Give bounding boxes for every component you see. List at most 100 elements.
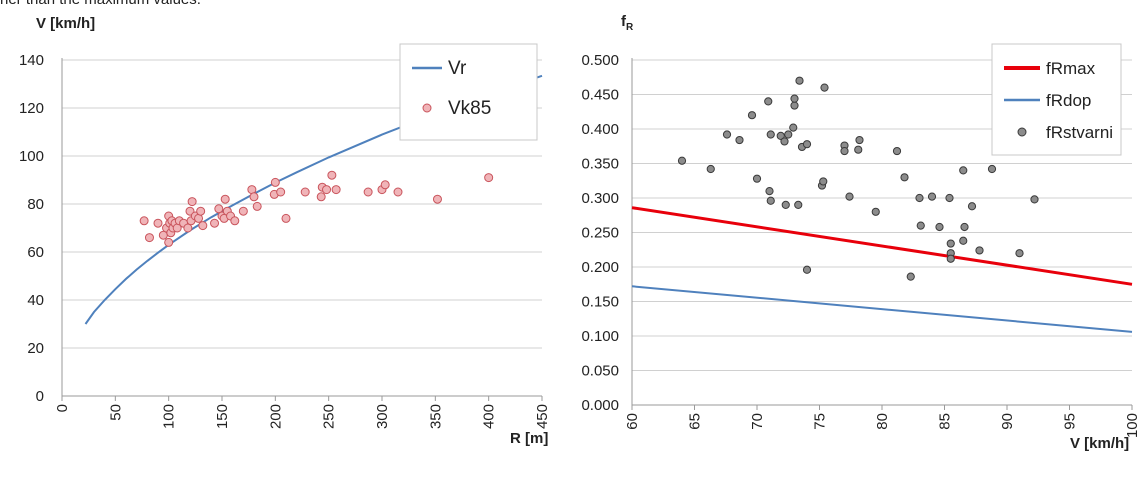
right-point-fRstvarni (1030, 195, 1039, 204)
right-point-fRstvarni (959, 236, 968, 245)
right-series-line-fRdop (631, 285, 1133, 333)
right-point-fRstvarni (747, 111, 757, 120)
right-point-fRstvarni (840, 146, 849, 156)
right-point-fRstvarni (794, 200, 803, 209)
left-point-Vk85 (484, 173, 494, 183)
right-point-fRstvarni (766, 130, 775, 139)
left-x-tick-label: 100 (161, 404, 178, 429)
left-point-Vk85 (281, 213, 291, 223)
right-y-tick-label: 0.400 (581, 121, 619, 138)
left-y-tick-label: 120 (19, 100, 44, 117)
right-point-fRstvarni (987, 164, 997, 174)
left-y-tick-label: 100 (19, 148, 44, 165)
left-legend-label-Vr: Vr (448, 58, 467, 79)
left-x-tick-label: 300 (374, 404, 391, 429)
right-point-fRstvarni (764, 97, 773, 106)
left-point-Vk85 (432, 194, 442, 204)
left-series (84, 74, 543, 325)
right-x-tick-label: 95 (1062, 413, 1079, 430)
right-point-fRstvarni (855, 135, 864, 145)
right-y-axis-label-sub: R (626, 22, 634, 33)
left-point-Vk85 (331, 185, 341, 195)
right-point-fRstvarni (781, 200, 790, 209)
right-point-fRstvarni (915, 193, 924, 203)
right-point-fRstvarni (776, 131, 785, 140)
right-point-fRstvarni (967, 202, 977, 211)
right-axes (631, 58, 1133, 410)
left-point-Vk85 (327, 170, 337, 180)
right-point-fRstvarni (752, 174, 762, 183)
left-y-tick-label: 80 (27, 196, 44, 213)
left-y-tick-label: 20 (27, 340, 44, 357)
left-y-tick-label: 40 (27, 292, 44, 309)
left-x-axis-label: R [m] (510, 430, 548, 447)
right-point-fRstvarni (845, 192, 854, 201)
right-x-tick-label: 85 (937, 413, 954, 430)
left-axes (61, 58, 543, 401)
right-point-fRstvarni (959, 166, 968, 175)
right-point-fRstvarni (765, 187, 774, 196)
right-x-tick-label: 100 (1124, 413, 1141, 438)
right-legend-label-fRdop: fRdop (1046, 91, 1091, 110)
right-point-fRstvarni (960, 222, 969, 232)
right-legend-swatch-fRstvarni (1017, 127, 1027, 137)
right-point-fRstvarni (820, 83, 829, 92)
left-point-Vk85 (198, 221, 208, 231)
left-point-Vk85 (380, 180, 390, 190)
right-point-fRstvarni (892, 146, 902, 156)
left-point-Vk85 (153, 218, 163, 228)
right-point-fRstvarni (1015, 249, 1024, 258)
left-x-tick-label: 450 (534, 404, 551, 429)
right-legend-label-fRstvarni: fRstvarni (1046, 123, 1113, 142)
right-x-tick-label: 60 (624, 413, 641, 430)
left-point-Vk85 (322, 185, 332, 195)
right-point-fRstvarni (677, 156, 687, 165)
right-y-axis-label: fR (621, 13, 634, 33)
left-point-Vk85 (214, 204, 224, 214)
right-x-tick-label: 80 (874, 413, 891, 430)
right-point-fRstvarni (735, 135, 744, 145)
left-x-tick-label: 50 (107, 404, 124, 421)
left-x-tick-labels: 0 50 100 150 200 250 300 350 400 450 (54, 404, 551, 429)
right-point-fRstvarni (706, 164, 715, 174)
left-legend-swatch-Vk85 (422, 103, 432, 113)
right-point-fRstvarni (790, 101, 799, 110)
right-point-fRstvarni (916, 221, 925, 230)
right-point-fRstvarni (946, 254, 955, 263)
right-y-tick-label: 0.300 (581, 190, 619, 207)
left-y-axis-label: V [km/h] (36, 15, 95, 32)
right-point-fRstvarni (784, 130, 793, 139)
left-x-tick-label: 400 (481, 404, 498, 429)
right-y-tick-label: 0.350 (581, 156, 619, 173)
right-point-fRstvarni (900, 173, 909, 182)
right-x-tick-label: 65 (687, 413, 704, 430)
right-y-tick-label: 0.450 (581, 87, 619, 104)
right-point-fRstvarni (935, 222, 944, 232)
right-y-tick-label: 0.500 (581, 52, 619, 69)
right-x-tick-label: 70 (749, 413, 766, 430)
right-x-tick-label: 90 (999, 413, 1016, 430)
left-y-tick-labels: 0 20 40 60 80 100 120 140 (19, 52, 44, 405)
left-point-Vk85 (183, 223, 193, 233)
right-point-fRstvarni (802, 265, 812, 274)
right-point-fRstvarni (789, 123, 798, 132)
right-y-tick-label: 0.150 (581, 294, 619, 311)
right-y-tick-labels: 0.000 0.050 0.100 0.150 0.200 0.250 0.300 0.350… (581, 52, 619, 414)
right-legend-label-fRmax: fRmax (1046, 59, 1096, 78)
left-y-tick-label: 60 (27, 244, 44, 261)
chart-friction-vs-speed: 0.000 0.050 0.100 0.150 0.200 0.250 0.300 0.350… (581, 13, 1141, 452)
left-point-Vk85 (210, 218, 220, 228)
left-legend-box (399, 43, 538, 141)
right-point-fRstvarni (802, 140, 812, 149)
left-y-tick-label: 0 (36, 388, 44, 405)
left-point-Vk85 (164, 237, 174, 247)
right-point-fRstvarni (766, 196, 775, 205)
right-y-tick-label: 0.250 (581, 225, 619, 242)
right-point-fRstvarni (854, 145, 863, 154)
right-series-line-fRmax (631, 206, 1133, 286)
right-point-fRstvarni (780, 137, 789, 146)
left-point-Vk85 (196, 206, 206, 216)
left-y-tick-label: 140 (19, 52, 44, 69)
left-legend-label-Vk85: Vk85 (448, 98, 491, 119)
left-point-Vk85 (276, 187, 286, 197)
